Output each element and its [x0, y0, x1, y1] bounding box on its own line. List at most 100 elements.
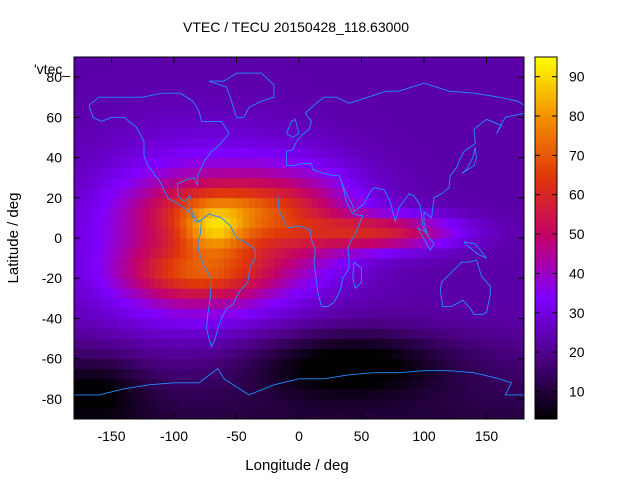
heatmap-cell: [480, 318, 487, 329]
heatmap-cell: [380, 338, 387, 350]
heatmap-cell: [461, 338, 469, 350]
heatmap-cell: [517, 388, 525, 400]
heatmap-cell: [511, 338, 519, 350]
heatmap-cell: [267, 278, 275, 289]
heatmap-cell: [142, 157, 150, 169]
heatmap-cell: [130, 328, 137, 339]
heatmap-cell: [161, 328, 169, 339]
heatmap-cell: [436, 167, 444, 179]
heatmap-cell: [249, 338, 256, 350]
heatmap-cell: [305, 248, 312, 259]
heatmap-cell: [136, 238, 144, 249]
heatmap-cell: [174, 57, 181, 68]
heatmap-cell: [149, 248, 156, 259]
heatmap-cell: [155, 147, 162, 158]
heatmap-cell: [330, 127, 337, 138]
heatmap-cell: [211, 368, 219, 380]
heatmap-cell: [174, 278, 181, 289]
heatmap-cell: [342, 157, 350, 169]
heatmap-cell: [411, 328, 419, 339]
heatmap-cell: [180, 97, 187, 108]
heatmap-cell: [117, 157, 125, 169]
heatmap-cell: [355, 328, 362, 339]
heatmap-cell: [80, 358, 87, 370]
heatmap-cell: [230, 238, 237, 249]
heatmap-cell: [299, 338, 306, 350]
heatmap-cell: [399, 127, 406, 138]
heatmap-cell: [417, 97, 425, 108]
heatmap-cell: [461, 227, 469, 239]
heatmap-cell: [86, 107, 94, 118]
heatmap-cell: [424, 408, 431, 420]
heatmap-cell: [149, 167, 156, 179]
heatmap-cell: [174, 388, 181, 400]
heatmap-cell: [342, 97, 350, 108]
heatmap-cell: [199, 388, 206, 400]
heatmap-cell: [430, 298, 437, 309]
heatmap-cell: [111, 248, 119, 259]
heatmap-cell: [449, 107, 456, 118]
heatmap-cell: [205, 97, 212, 108]
heatmap-cell: [411, 288, 419, 299]
heatmap-cell: [174, 87, 181, 98]
heatmap-cell: [205, 227, 212, 239]
heatmap-cell: [224, 227, 231, 239]
heatmap-cell: [336, 238, 344, 249]
heatmap-cell: [317, 227, 325, 239]
heatmap-cell: [517, 378, 525, 390]
heatmap-cell: [199, 207, 206, 219]
heatmap-cell: [192, 268, 200, 279]
heatmap-cell: [361, 67, 369, 78]
heatmap-cell: [505, 217, 512, 229]
heatmap-cell: [499, 197, 506, 209]
heatmap-cell: [305, 318, 312, 329]
heatmap-cell: [349, 157, 356, 169]
heatmap-cell: [430, 368, 437, 380]
heatmap-cell: [124, 217, 131, 229]
heatmap-cell: [417, 388, 425, 400]
heatmap-cell: [255, 378, 262, 390]
heatmap-cell: [80, 177, 87, 189]
heatmap-cell: [286, 278, 294, 289]
heatmap-cell: [392, 177, 400, 189]
heatmap-cell: [374, 227, 381, 239]
heatmap-cell: [480, 368, 487, 380]
heatmap-cell: [92, 258, 100, 269]
heatmap-cell: [424, 117, 431, 128]
heatmap-cell: [280, 378, 287, 390]
heatmap-cell: [236, 97, 244, 108]
heatmap-cell: [80, 398, 87, 410]
heatmap-cell: [492, 127, 500, 138]
heatmap-cell: [361, 97, 369, 108]
heatmap-cell: [511, 258, 519, 269]
heatmap-cell: [367, 117, 375, 128]
heatmap-cell: [430, 378, 437, 390]
heatmap-cell: [236, 177, 244, 189]
heatmap-cell: [467, 348, 475, 360]
heatmap-cell: [486, 378, 494, 390]
heatmap-cell: [217, 238, 225, 249]
heatmap-cell: [117, 268, 125, 279]
heatmap-cell: [342, 147, 350, 158]
heatmap-cell: [217, 77, 225, 88]
heatmap-cell: [249, 197, 256, 209]
heatmap-cell: [274, 338, 281, 350]
heatmap-cell: [486, 258, 494, 269]
heatmap-cell: [442, 298, 450, 309]
heatmap-cell: [199, 57, 206, 68]
heatmap-cell: [367, 67, 375, 78]
heatmap-cell: [105, 127, 112, 138]
heatmap-cell: [286, 388, 294, 400]
coastline: [286, 82, 525, 166]
heatmap-cell: [342, 87, 350, 98]
heatmap-cell: [299, 147, 306, 158]
heatmap-cell: [261, 137, 269, 148]
heatmap-cell: [80, 318, 87, 329]
heatmap-cell: [111, 107, 119, 118]
heatmap-cell: [161, 167, 169, 179]
heatmap-cell: [205, 57, 212, 68]
heatmap-cell: [330, 338, 337, 350]
heatmap-cell: [249, 217, 256, 229]
heatmap-cell: [511, 388, 519, 400]
